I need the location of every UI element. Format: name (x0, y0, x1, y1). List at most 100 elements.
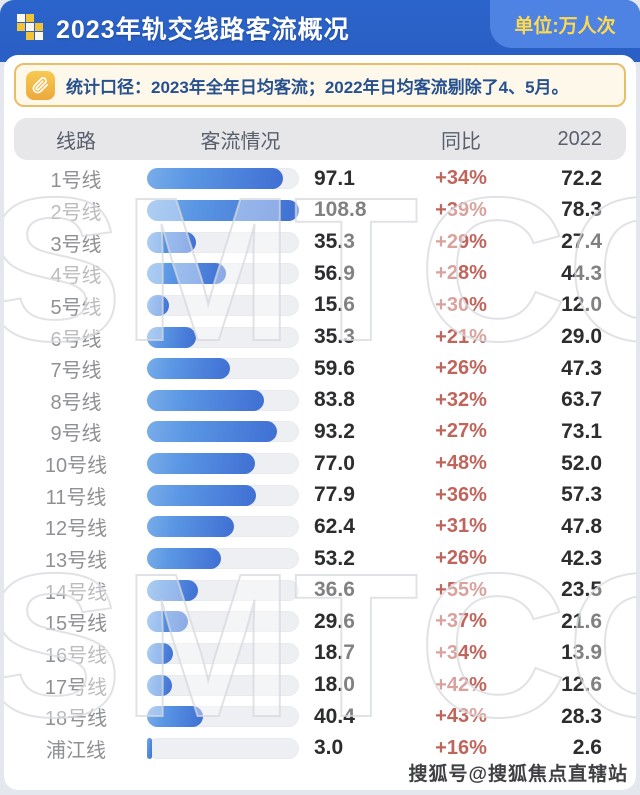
line-name: 3号线 (50, 233, 102, 256)
bar-cell (136, 706, 306, 728)
value-2023: 35.3 (314, 325, 355, 349)
line-name: 13号线 (44, 550, 108, 572)
value-2022: 52.0 (561, 451, 602, 475)
line-name: 6号线 (50, 328, 102, 351)
bar-track (147, 579, 299, 601)
passenger-bar (147, 326, 197, 348)
value-2022: 44.3 (561, 261, 602, 285)
value-2023: 18.7 (314, 641, 355, 665)
value-2023: 97.1 (314, 166, 355, 190)
passenger-bar (147, 231, 197, 253)
passenger-bar (147, 168, 283, 190)
yoy-change: +30% (435, 293, 487, 316)
passenger-bar (147, 548, 222, 569)
value-2023: 29.6 (314, 609, 355, 633)
bar-track (147, 199, 299, 221)
value-2022: 73.1 (561, 419, 602, 443)
yoy-change: +55% (435, 578, 487, 601)
line-name: 8号线 (50, 391, 102, 414)
bar-cell (136, 516, 306, 538)
table-row: 1号线 97.1 +34% 72.2 (4, 163, 636, 195)
line-name: 4号线 (50, 265, 102, 288)
bar-cell (136, 199, 306, 221)
bar-cell (136, 611, 306, 633)
table-row: 13号线 53.2 +26% 42.3 (4, 543, 636, 575)
yoy-change: +32% (435, 388, 487, 411)
table-row: 15号线 29.6 +37% 21.6 (4, 606, 636, 638)
title-wrap: 2023年轨交线路客流概况 (16, 0, 350, 56)
line-name: 14号线 (44, 581, 108, 604)
table-row: 10号线 77.0 +48% 52.0 (4, 448, 636, 480)
line-name: 7号线 (50, 360, 102, 383)
value-2023: 18.0 (314, 673, 355, 697)
line-name: 12号线 (44, 518, 108, 541)
bar-cell (136, 168, 306, 190)
bar-track (147, 168, 299, 190)
bar-cell (136, 579, 306, 601)
bar-track (147, 706, 299, 728)
value-2023: 56.9 (314, 261, 355, 285)
yoy-change: +31% (435, 515, 487, 538)
value-2022: 27.4 (561, 230, 602, 254)
table-row: 7号线 59.6 +26% 47.3 (4, 353, 636, 385)
column-header-line: 线路 (56, 130, 96, 153)
line-name: 16号线 (44, 644, 108, 667)
column-header-flow: 客流情况 (200, 130, 281, 153)
yoy-change: +26% (435, 547, 487, 569)
bar-cell (136, 484, 306, 506)
table-row: 4号线 56.9 +28% 44.3 (4, 258, 636, 290)
pixel-logo-icon (17, 14, 43, 40)
value-2022: 12.6 (561, 673, 602, 697)
value-2023: 40.4 (314, 704, 355, 728)
table-header: 线路 客流情况 同比 2022 (4, 118, 636, 160)
value-2022: 63.7 (561, 388, 602, 412)
yoy-change: +42% (435, 673, 487, 696)
bar-track (147, 294, 299, 316)
table-row: 14号线 36.6 +55% 23.5 (4, 574, 636, 606)
value-2023: 83.8 (314, 388, 355, 412)
value-2022: 21.6 (561, 609, 602, 633)
value-2022: 47.8 (561, 514, 602, 538)
yoy-change: +26% (435, 357, 487, 380)
value-2022: 29.0 (561, 325, 602, 349)
passenger-bar (147, 453, 255, 475)
table-row: 2号线 108.8 +39% 78.3 (4, 195, 636, 227)
bar-cell (136, 326, 306, 348)
yoy-change: +21% (435, 325, 487, 348)
line-name: 18号线 (44, 708, 108, 731)
note-text: 统计口径：2023年全年日均客流；2022年日均客流剔除了4、5月。 (66, 77, 569, 97)
value-2023: 108.8 (314, 198, 367, 222)
value-2022: 23.5 (561, 578, 602, 602)
bar-cell (136, 389, 306, 411)
yoy-change: +16% (435, 736, 487, 759)
passenger-bar (147, 579, 199, 601)
bar-cell (136, 263, 306, 285)
bar-track (147, 358, 299, 380)
value-2023: 59.6 (314, 356, 355, 380)
bar-track (147, 642, 299, 664)
passenger-bar (147, 199, 299, 221)
passenger-bar (147, 263, 227, 285)
passenger-bar (147, 611, 189, 633)
passenger-bar (147, 737, 152, 759)
bar-cell (136, 231, 306, 253)
table-row: 12号线 62.4 +31% 47.8 (4, 511, 636, 543)
column-header-2022: 2022 (557, 127, 603, 150)
yoy-change: +37% (435, 610, 487, 633)
bar-track (147, 484, 299, 506)
value-2022: 42.3 (561, 546, 602, 570)
yoy-change: +43% (435, 705, 487, 728)
bar-track (147, 453, 299, 475)
bar-cell (136, 674, 306, 696)
value-2023: 93.2 (314, 419, 355, 443)
table-row: 5号线 15.6 +30% 12.0 (4, 290, 636, 322)
bar-cell (136, 358, 306, 380)
bar-cell (136, 548, 306, 569)
passenger-bar (147, 389, 265, 411)
value-2022: 57.3 (561, 483, 602, 507)
value-2023: 77.9 (314, 483, 355, 507)
table-row: 6号线 35.3 +21% 29.0 (4, 321, 636, 353)
line-name: 17号线 (44, 676, 108, 699)
line-name: 15号线 (44, 613, 108, 636)
table-row: 3号线 35.3 +29% 27.4 (4, 226, 636, 258)
